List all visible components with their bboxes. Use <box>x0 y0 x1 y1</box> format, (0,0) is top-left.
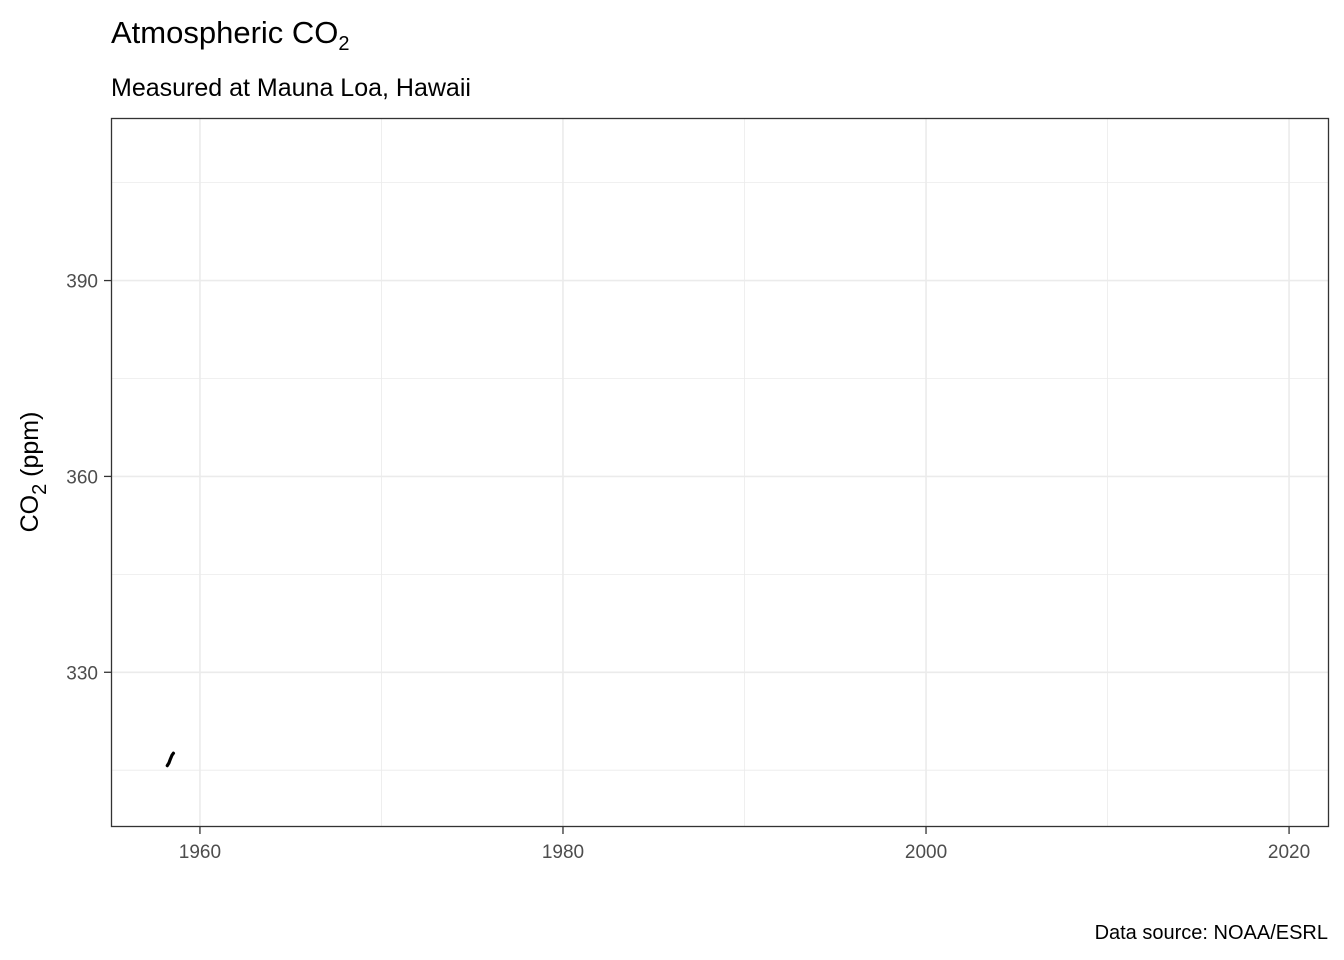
y-axis-title-rest: (ppm) <box>16 412 44 484</box>
chart-title: Atmospheric CO2 <box>111 15 350 55</box>
x-axis: 1960 1980 2000 2020 <box>179 827 1310 863</box>
y-tick-label: 330 <box>66 663 98 684</box>
y-axis-title-main: CO <box>16 495 44 533</box>
series-group <box>165 751 176 768</box>
y-tick-label: 390 <box>66 272 98 293</box>
caption: Data source: NOAA/ESRL <box>1095 922 1328 944</box>
y-axis-title: CO2 (ppm) <box>16 412 51 533</box>
minor-grid <box>111 118 1329 827</box>
co2-series-line <box>165 751 176 768</box>
chart-title-subscript: 2 <box>338 33 349 55</box>
chart-subtitle: Measured at Mauna Loa, Hawaii <box>111 74 471 102</box>
x-tick-label: 1960 <box>179 842 221 863</box>
x-tick-label: 2020 <box>1268 842 1310 863</box>
y-tick-label: 360 <box>66 467 98 488</box>
y-axis: 330 360 390 <box>66 272 111 684</box>
y-axis-title-subscript: 2 <box>29 484 51 495</box>
plot-panel <box>111 118 1329 827</box>
x-tick-label: 1980 <box>542 842 584 863</box>
x-tick-label: 2000 <box>905 842 947 863</box>
major-grid <box>111 118 1329 827</box>
chart-title-main: Atmospheric CO <box>111 15 338 50</box>
plot-border <box>110 117 1330 828</box>
